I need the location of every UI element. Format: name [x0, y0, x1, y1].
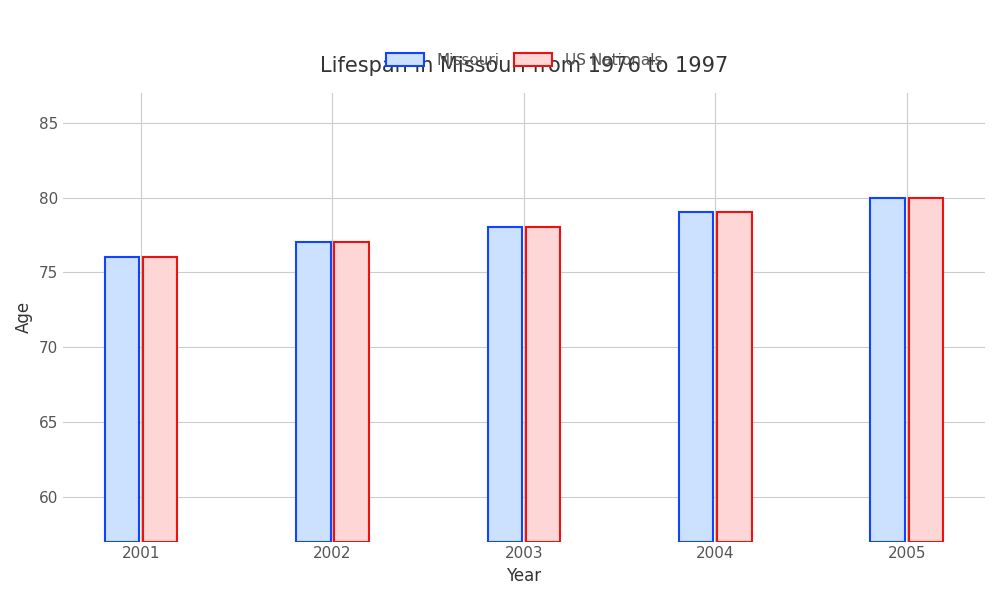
Bar	[717, 212, 752, 542]
Bar	[105, 257, 139, 542]
Bar	[909, 197, 943, 542]
Title: Lifespan in Missouri from 1976 to 1997: Lifespan in Missouri from 1976 to 1997	[320, 56, 728, 76]
Legend: Missouri, US Nationals: Missouri, US Nationals	[379, 47, 668, 74]
Bar	[526, 227, 560, 542]
Bar	[488, 227, 522, 542]
Bar	[334, 242, 369, 542]
Bar	[870, 197, 905, 542]
Bar	[296, 242, 331, 542]
Bar	[679, 212, 713, 542]
Y-axis label: Age: Age	[15, 301, 33, 333]
Bar	[143, 257, 177, 542]
X-axis label: Year: Year	[506, 567, 541, 585]
